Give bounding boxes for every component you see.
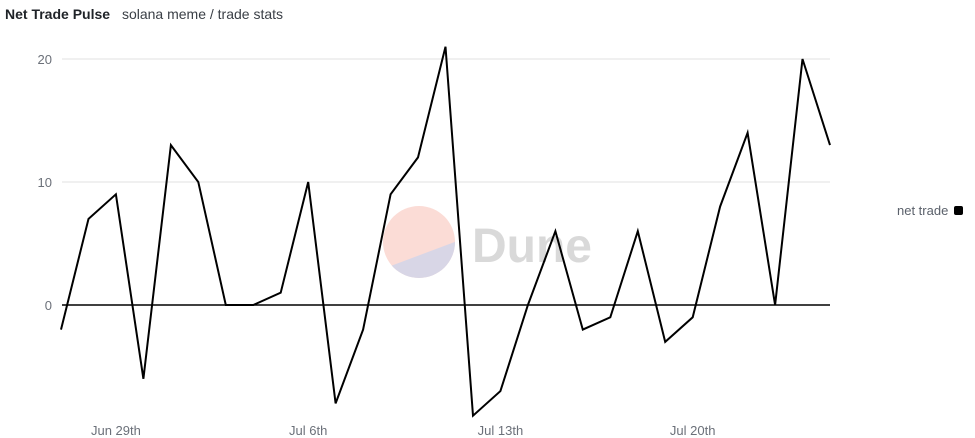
series-net-trade-line[interactable] (60, 46, 831, 418)
y-tick-label: 0 (45, 298, 52, 313)
x-tick-label: Jun 29th (91, 423, 141, 438)
watermark-text: Dune (472, 220, 592, 273)
chart-header: Net Trade Pulse solana meme / trade stat… (5, 6, 283, 22)
grid-lines (62, 58, 830, 183)
y-tick-label: 20 (38, 52, 52, 67)
x-axis-ticks: Jun 29th Jul 6th Jul 13th Jul 20th (91, 423, 715, 438)
y-tick-label: 10 (38, 175, 52, 190)
x-tick-label: Jul 20th (670, 423, 716, 438)
x-tick-label: Jul 6th (289, 423, 327, 438)
legend-item-label: net trade (897, 203, 949, 218)
legend-swatch-icon (954, 206, 964, 215)
y-axis-ticks: 0 10 20 (38, 52, 52, 313)
legend[interactable]: net trade (897, 203, 964, 218)
chart-subtitle: solana meme / trade stats (121, 6, 284, 22)
chart-title: Net Trade Pulse (5, 6, 111, 22)
x-tick-label: Jul 13th (478, 423, 524, 438)
dune-watermark: Dune (383, 206, 592, 278)
